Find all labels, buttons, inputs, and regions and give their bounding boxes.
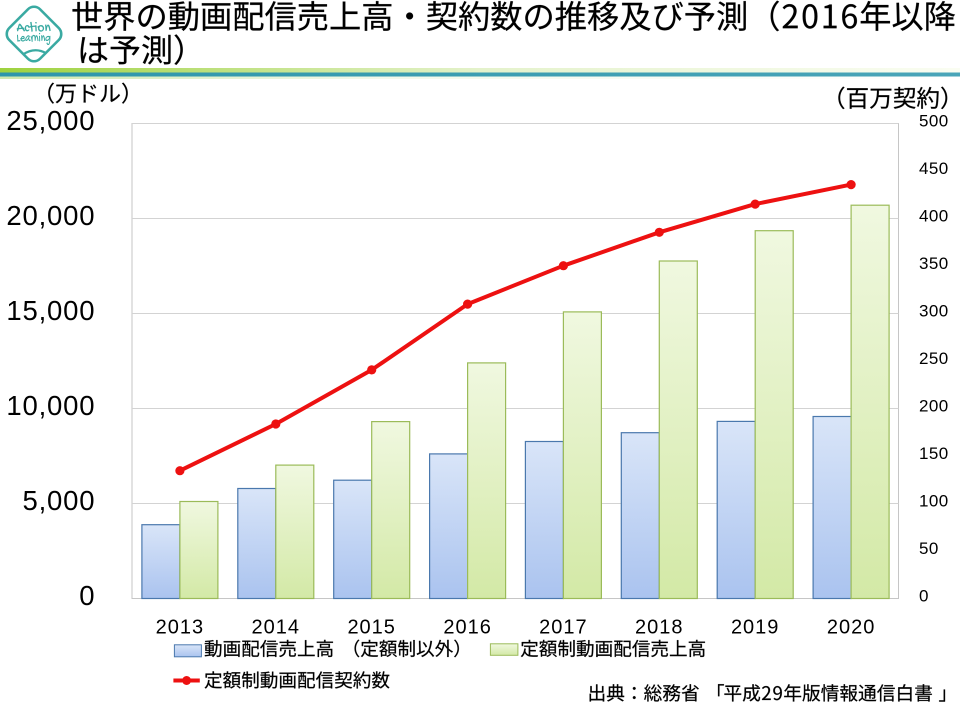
svg-text:2019: 2019 [731, 617, 780, 639]
svg-text:50: 50 [919, 539, 939, 558]
svg-text:2017: 2017 [539, 617, 588, 639]
svg-text:350: 350 [919, 254, 949, 273]
svg-text:2014: 2014 [252, 617, 301, 639]
svg-text:100: 100 [919, 492, 949, 511]
svg-text:500: 500 [919, 112, 949, 131]
svg-text:20,000: 20,000 [6, 200, 95, 231]
svg-text:10,000: 10,000 [6, 390, 95, 421]
svg-text:25,000: 25,000 [6, 105, 95, 136]
svg-text:2018: 2018 [635, 617, 684, 639]
svg-text:2013: 2013 [156, 617, 205, 639]
svg-text:0: 0 [79, 580, 95, 611]
svg-text:2015: 2015 [347, 617, 396, 639]
svg-text:300: 300 [919, 302, 949, 321]
svg-text:2016: 2016 [443, 617, 492, 639]
svg-text:0: 0 [919, 587, 929, 606]
svg-text:5,000: 5,000 [22, 485, 95, 516]
svg-text:2020: 2020 [827, 617, 876, 639]
svg-text:15,000: 15,000 [6, 295, 95, 326]
svg-text:200: 200 [919, 397, 949, 416]
svg-text:400: 400 [919, 207, 949, 226]
svg-text:250: 250 [919, 349, 949, 368]
svg-text:450: 450 [919, 159, 949, 178]
svg-text:150: 150 [919, 444, 949, 463]
